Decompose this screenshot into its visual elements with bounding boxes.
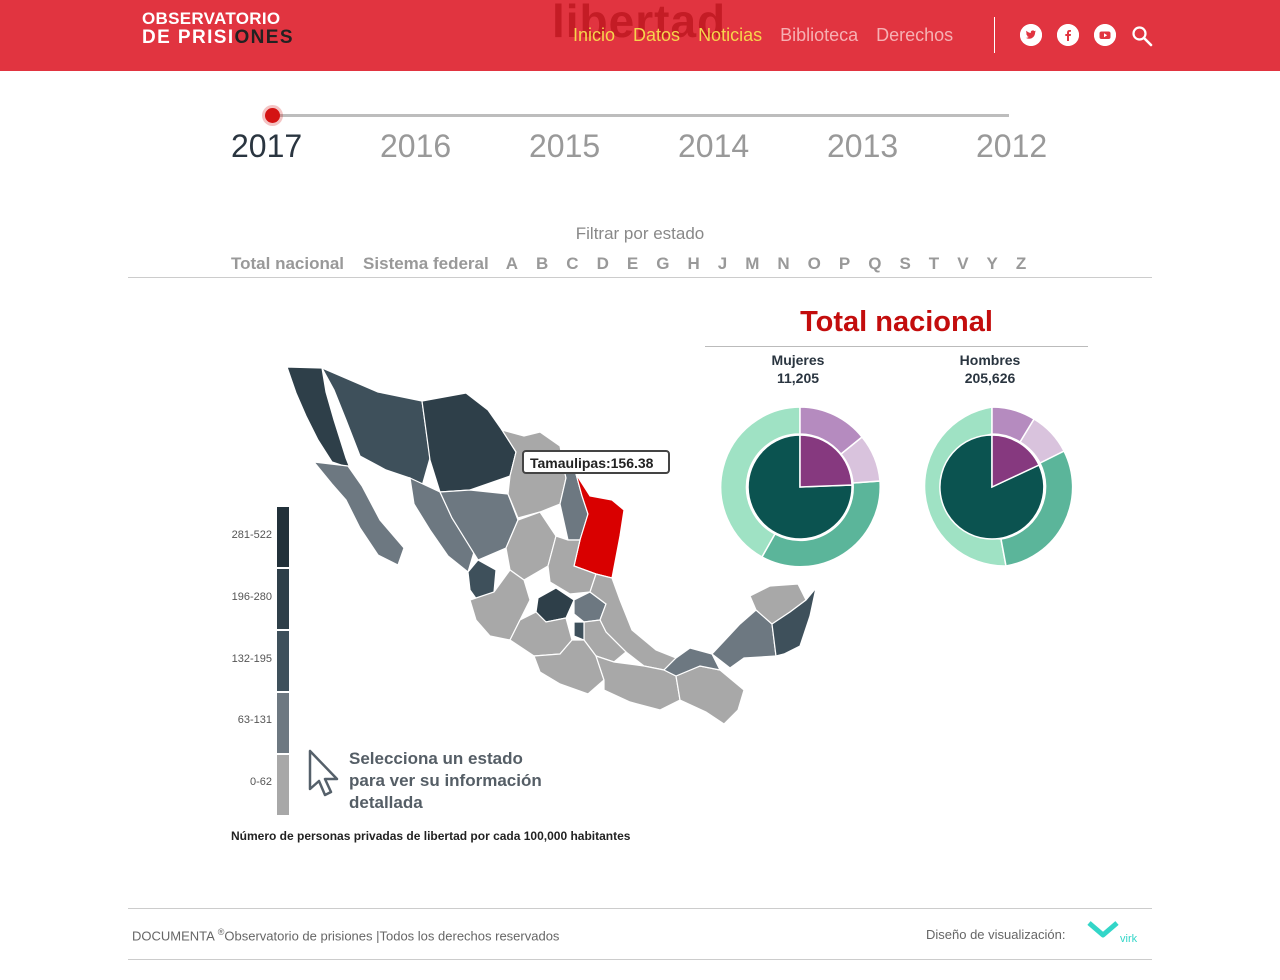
- filter-sistema-federal[interactable]: Sistema federal: [363, 254, 489, 273]
- legend-swatch-132-195: [277, 631, 289, 691]
- filter-options: Total nacional Sistema federal A B C D E…: [231, 254, 1026, 274]
- nav-derechos[interactable]: Derechos: [876, 25, 954, 45]
- filter-letter-v[interactable]: V: [957, 254, 969, 273]
- footer-left: DOCUMENTA ®Observatorio de prisiones |To…: [132, 927, 559, 943]
- state-baja-california-sur[interactable]: [312, 461, 405, 566]
- summary-divider: [705, 346, 1088, 347]
- timeline-handle[interactable]: [265, 108, 280, 123]
- logo-line-2: DE PRISIONES: [142, 28, 294, 47]
- nav-datos[interactable]: Datos: [633, 25, 681, 45]
- site-logo[interactable]: OBSERVATORIO DE PRISIONES: [142, 9, 294, 47]
- state-chihuahua[interactable]: [421, 392, 517, 493]
- state-chiapas[interactable]: [675, 665, 745, 725]
- legend-label-4: 63-131: [237, 714, 272, 726]
- twitter-icon[interactable]: [1020, 24, 1042, 46]
- state-ciudad-de-mexico[interactable]: [573, 621, 585, 641]
- filter-letter-g[interactable]: G: [656, 254, 670, 273]
- virk-logo[interactable]: virk: [1087, 919, 1145, 950]
- pointer-cursor-icon: [307, 749, 341, 804]
- filter-letter-b[interactable]: B: [536, 254, 549, 273]
- legend-swatch-63-131: [277, 693, 289, 753]
- legend-label-1: 281-522: [231, 529, 272, 541]
- search-icon[interactable]: [1131, 25, 1153, 47]
- footer-copyright: Observatorio de prisiones |Todos los der…: [224, 928, 560, 944]
- mujeres-inner-purple-dark[interactable]: [799, 434, 853, 488]
- filter-letter-t[interactable]: T: [928, 254, 940, 273]
- footer-brand[interactable]: DOCUMENTA: [132, 928, 215, 944]
- filter-letter-c[interactable]: C: [566, 254, 579, 273]
- group-hombres-label: Hombres: [959, 352, 1021, 368]
- filter-letter-e[interactable]: E: [626, 254, 639, 273]
- state-quintana-roo[interactable]: [771, 587, 817, 657]
- filter-letter-z[interactable]: Z: [1015, 254, 1027, 273]
- filter-divider: [128, 277, 1152, 278]
- year-2014[interactable]: 2014: [678, 128, 750, 164]
- logo-line-2a: DE PRISI: [142, 27, 235, 48]
- group-mujeres-label: Mujeres: [771, 352, 825, 368]
- map-tooltip: Tamaulipas:156.38: [522, 450, 670, 474]
- facebook-icon[interactable]: [1057, 24, 1079, 46]
- logo-line-2b: ONES: [234, 27, 294, 48]
- svg-text:virk: virk: [1120, 933, 1138, 945]
- filter-letter-p[interactable]: P: [838, 254, 851, 273]
- header-background-word: libertad: [552, 0, 727, 47]
- footer-divider-bottom: [128, 959, 1152, 960]
- main-nav: Inicio Datos Noticias Biblioteca Derecho…: [573, 25, 971, 46]
- year-2012[interactable]: 2012: [976, 128, 1048, 164]
- filter-letter-m[interactable]: M: [745, 254, 760, 273]
- legend-label-3: 132-195: [231, 653, 272, 665]
- filter-letter-y[interactable]: Y: [986, 254, 998, 273]
- hombres-outer-purple-mid[interactable]: [991, 406, 1036, 444]
- hombres-inner-purple-dark[interactable]: [991, 434, 1040, 489]
- filter-letter-a[interactable]: A: [505, 254, 519, 273]
- footer-divider-top: [128, 908, 1152, 909]
- filter-letter-q[interactable]: Q: [868, 254, 882, 273]
- year-2013[interactable]: 2013: [827, 128, 899, 164]
- filter-letter-h[interactable]: H: [687, 254, 700, 273]
- donut-mujeres: [719, 406, 881, 568]
- registered-mark: ®: [217, 927, 225, 937]
- legend-swatch-281-522: [277, 507, 289, 567]
- nav-inicio[interactable]: Inicio: [573, 25, 616, 45]
- legend-swatch-196-280: [277, 569, 289, 629]
- nav-separator: [994, 17, 995, 53]
- legend-swatch-0-62: [277, 755, 289, 815]
- youtube-icon[interactable]: [1094, 24, 1116, 46]
- logo-line-1: OBSERVATORIO: [142, 9, 281, 28]
- filter-letter-n[interactable]: N: [777, 254, 790, 273]
- filter-letter-d[interactable]: D: [596, 254, 609, 273]
- nav-biblioteca[interactable]: Biblioteca: [780, 25, 859, 45]
- state-tabasco[interactable]: [662, 647, 722, 677]
- summary-title: Total nacional: [800, 306, 993, 338]
- group-mujeres-value: 11,205: [776, 370, 820, 386]
- footer-design-label: Diseño de visualización:: [926, 927, 1066, 942]
- site-header: libertad OBSERVATORIO DE PRISIONES Inici…: [0, 0, 1280, 71]
- legend-label-5: 0-62: [249, 776, 272, 788]
- mujeres-inner-teal-dark[interactable]: [747, 434, 853, 540]
- group-hombres: Hombres 205,626: [920, 351, 1060, 387]
- year-2015[interactable]: 2015: [529, 128, 601, 164]
- donut-hombres: [923, 406, 1074, 567]
- filter-letter-s[interactable]: S: [899, 254, 911, 273]
- legend-label-2: 196-280: [231, 591, 272, 603]
- filter-letter-o[interactable]: O: [807, 254, 821, 273]
- map-caption: Número de personas privadas de libertad …: [231, 829, 631, 843]
- year-2016[interactable]: 2016: [380, 128, 452, 164]
- group-hombres-value: 205,626: [964, 370, 1016, 386]
- group-mujeres: Mujeres 11,205: [728, 351, 868, 387]
- select-state-hint: Selecciona un estado para ver su informa…: [349, 749, 542, 812]
- filter-total-nacional[interactable]: Total nacional: [231, 254, 345, 273]
- state-jalisco[interactable]: [469, 569, 531, 641]
- year-2017[interactable]: 2017: [231, 128, 303, 164]
- filter-title: Filtrar por estado: [575, 224, 705, 243]
- timeline-track[interactable]: [272, 114, 1009, 117]
- mujeres-outer-teal-light[interactable]: [719, 406, 801, 559]
- filter-letter-j[interactable]: J: [717, 254, 728, 273]
- nav-noticias[interactable]: Noticias: [698, 25, 763, 45]
